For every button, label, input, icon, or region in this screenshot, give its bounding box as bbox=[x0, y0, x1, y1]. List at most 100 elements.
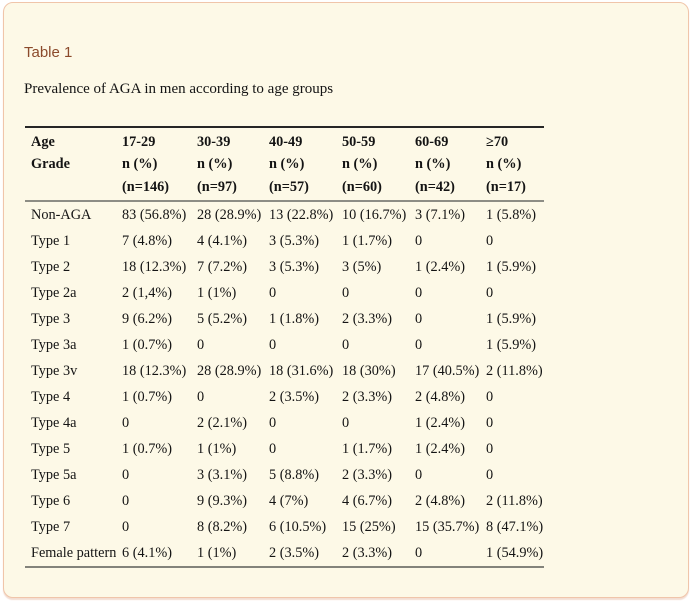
table-row: Type 3v 18 (12.3%) 28 (28.9%) 18 (31.6%) 18 … bbox=[25, 358, 544, 384]
table-row: Type 5 1 (0.7%) 1 (1%) 0 1 (1.7%) 1 (2.4%) 0 bbox=[25, 436, 544, 462]
cell-value: 2 (4.8%) bbox=[415, 388, 466, 405]
table-row: Type 7 0 8 (8.2%) 6 (10.5%) 15 (25%) 15 (35.7… bbox=[25, 514, 544, 540]
cell-value: 2 (3.3%) bbox=[342, 466, 393, 483]
header-line: (n=57) bbox=[269, 178, 309, 195]
cell-value: 18 (30%) bbox=[342, 362, 396, 379]
cell-value: 0 bbox=[269, 284, 277, 301]
header-line: n (%) bbox=[415, 156, 451, 173]
row-label: Type 2a bbox=[31, 284, 77, 301]
header-grade-label: Grade bbox=[31, 156, 70, 173]
header-cell-age-group: 60-69 n (%) (n=42) bbox=[409, 127, 480, 202]
cell-value: 2 (11.8%) bbox=[486, 362, 543, 379]
cell-value: 0 bbox=[486, 284, 494, 301]
cell-value: 2 (3.3%) bbox=[342, 310, 393, 327]
table-row: Female pattern 6 (4.1%) 1 (1%) 2 (3.5%) 2 (3… bbox=[25, 540, 544, 567]
header-line: (n=97) bbox=[197, 178, 237, 195]
cell-value: 1 (2.4%) bbox=[415, 440, 466, 457]
cell-value: 1 (1%) bbox=[197, 440, 237, 457]
cell-value: 4 (6.7%) bbox=[342, 492, 393, 509]
cell-value: 2 (3.5%) bbox=[269, 544, 320, 561]
header-line: ≥70 bbox=[486, 134, 509, 150]
cell-value: 5 (5.2%) bbox=[197, 310, 248, 327]
cell-value: 13 (22.8%) bbox=[269, 206, 334, 223]
header-cell-age-group: 50-59 n (%) (n=60) bbox=[336, 127, 409, 202]
cell-value: 1 (5.9%) bbox=[486, 310, 537, 327]
header-line: (n=60) bbox=[342, 178, 382, 195]
row-label: Non-AGA bbox=[31, 206, 92, 223]
cell-value: 1 (0.7%) bbox=[122, 336, 173, 353]
cell-value: 18 (12.3%) bbox=[122, 258, 187, 275]
cell-value: 18 (31.6%) bbox=[269, 362, 334, 379]
cell-value: 0 bbox=[122, 414, 130, 431]
header-line: n (%) bbox=[269, 156, 305, 173]
header-line: 60-69 bbox=[415, 134, 449, 150]
cell-value: 2 (11.8%) bbox=[486, 492, 543, 509]
cell-value: 3 (7.1%) bbox=[415, 206, 466, 223]
cell-value: 0 bbox=[415, 336, 423, 353]
cell-value: 3 (5.3%) bbox=[269, 258, 320, 275]
cell-value: 0 bbox=[486, 388, 494, 405]
table-caption: Prevalence of AGA in men according to ag… bbox=[24, 81, 334, 97]
cell-value: 0 bbox=[415, 466, 423, 483]
prevalence-table: Age Grade 17-29 n (%) (n=146) 30-39 n (%) (n=… bbox=[25, 126, 544, 568]
cell-value: 0 bbox=[486, 232, 494, 249]
cell-value: 8 (47.1%) bbox=[486, 518, 544, 535]
cell-value: 0 bbox=[342, 284, 350, 301]
row-label: Type 5 bbox=[31, 440, 71, 457]
cell-value: 0 bbox=[415, 284, 423, 301]
cell-value: 18 (12.3%) bbox=[122, 362, 187, 379]
table-row: Type 4 1 (0.7%) 0 2 (3.5%) 2 (3.3%) 2 (4.8%) 0 bbox=[25, 384, 544, 410]
cell-value: 9 (9.3%) bbox=[197, 492, 248, 509]
table-card: Table 1 Prevalence of AGA in men accordi… bbox=[3, 2, 689, 598]
row-label: Type 2 bbox=[31, 258, 71, 275]
header-line: 17-29 bbox=[122, 134, 156, 150]
cell-value: 6 (10.5%) bbox=[269, 518, 327, 535]
table-body: Non-AGA 83 (56.8%) 28 (28.9%) 13 (22.8%) 10 … bbox=[25, 201, 544, 567]
table-row: Type 4a 0 2 (2.1%) 0 0 1 (2.4%) 0 bbox=[25, 410, 544, 436]
cell-value: 1 (1.7%) bbox=[342, 440, 393, 457]
table-row: Non-AGA 83 (56.8%) 28 (28.9%) 13 (22.8%) 10 … bbox=[25, 201, 544, 228]
cell-value: 3 (3.1%) bbox=[197, 466, 248, 483]
header-line: n (%) bbox=[197, 156, 233, 173]
header-cell-age-group: 17-29 n (%) (n=146) bbox=[116, 127, 191, 202]
cell-value: 0 bbox=[415, 544, 423, 561]
cell-value: 9 (6.2%) bbox=[122, 310, 173, 327]
header-line: n (%) bbox=[122, 156, 158, 173]
cell-value: 0 bbox=[486, 414, 494, 431]
row-label: Type 7 bbox=[31, 518, 71, 535]
cell-value: 1 (2.4%) bbox=[415, 258, 466, 275]
cell-value: 2 (4.8%) bbox=[415, 492, 466, 509]
cell-value: 1 (0.7%) bbox=[122, 440, 173, 457]
row-label: Type 3v bbox=[31, 362, 78, 379]
cell-value: 0 bbox=[415, 310, 423, 327]
header-cell-grade: Age Grade bbox=[25, 127, 116, 202]
cell-value: 0 bbox=[122, 518, 130, 535]
cell-value: 2 (1,4%) bbox=[122, 284, 173, 301]
header-empty-line bbox=[31, 176, 116, 198]
cell-value: 0 bbox=[197, 336, 205, 353]
cell-value: 8 (8.2%) bbox=[197, 518, 248, 535]
cell-value: 1 (1.7%) bbox=[342, 232, 393, 249]
cell-value: 0 bbox=[269, 440, 277, 457]
header-cell-age-group: ≥70 n (%) (n=17) bbox=[480, 127, 544, 202]
header-line: 50-59 bbox=[342, 134, 376, 150]
row-label: Type 4a bbox=[31, 414, 77, 431]
row-label: Type 5a bbox=[31, 466, 77, 483]
cell-value: 1 (54.9%) bbox=[486, 544, 544, 561]
cell-value: 17 (40.5%) bbox=[415, 362, 480, 379]
cell-value: 7 (7.2%) bbox=[197, 258, 248, 275]
header-cell-age-group: 30-39 n (%) (n=97) bbox=[191, 127, 263, 202]
cell-value: 0 bbox=[269, 414, 277, 431]
table-row: Type 1 7 (4.8%) 4 (4.1%) 3 (5.3%) 1 (1.7%) 0 0 bbox=[25, 228, 544, 254]
header-line: 30-39 bbox=[197, 134, 231, 150]
row-label: Female pattern bbox=[31, 544, 116, 561]
cell-value: 0 bbox=[415, 232, 423, 249]
header-row: Age Grade 17-29 n (%) (n=146) 30-39 n (%) (n=… bbox=[25, 127, 544, 202]
header-line: (n=17) bbox=[486, 178, 526, 195]
cell-value: 0 bbox=[342, 336, 350, 353]
cell-value: 0 bbox=[197, 388, 205, 405]
header-line: n (%) bbox=[342, 156, 378, 173]
table-row: Type 6 0 9 (9.3%) 4 (7%) 4 (6.7%) 2 (4.8%) 2 (… bbox=[25, 488, 544, 514]
cell-value: 2 (3.3%) bbox=[342, 544, 393, 561]
cell-value: 2 (3.5%) bbox=[269, 388, 320, 405]
